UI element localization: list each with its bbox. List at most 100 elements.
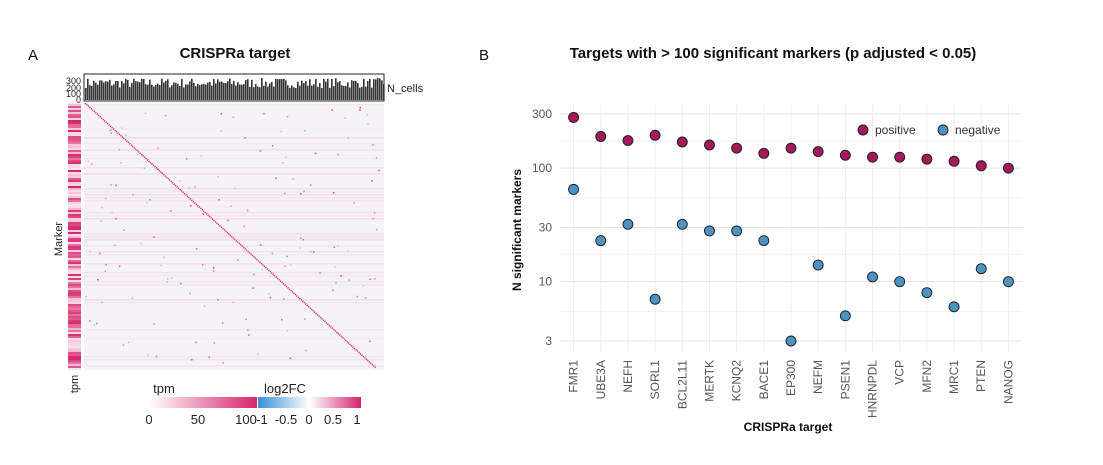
tpm-strip-cell <box>68 334 81 336</box>
n-cells-bar <box>179 86 181 100</box>
n-cells-bar <box>317 86 319 100</box>
heatmap-cell <box>132 194 134 196</box>
n-cells-bar <box>301 80 303 100</box>
heatmap-diagonal <box>84 102 377 369</box>
n-cells-bar <box>377 78 379 100</box>
heatmap-row-tint <box>84 215 384 217</box>
tpm-strip-cell <box>68 162 81 164</box>
tpm-strip-cell <box>68 176 81 178</box>
heatmap-cell <box>289 264 292 266</box>
heatmap-cell <box>347 137 350 139</box>
n-cells-bar <box>263 85 265 100</box>
point-positive <box>595 131 607 142</box>
x-tick-label: FMR1 <box>567 360 581 393</box>
heatmap-cell <box>353 202 355 204</box>
heatmap-row-tint <box>84 191 384 193</box>
n-cells-bar <box>283 78 285 100</box>
heatmap-row-tint <box>84 197 384 199</box>
heatmap-cell <box>208 356 210 358</box>
point-positive <box>948 155 960 167</box>
heatmap-cell <box>166 281 168 283</box>
heatmap-cell <box>374 278 376 280</box>
heatmap-cell <box>286 330 288 332</box>
heatmap-cell <box>201 264 204 266</box>
n-cells-bar <box>345 85 347 100</box>
heatmap-cell <box>105 263 107 266</box>
tpm-strip-cell <box>68 154 81 156</box>
tpm-tick-100: 100 <box>235 412 257 427</box>
heatmap-cell <box>259 150 262 152</box>
colorbar-legends: tpm 0 50 100 log2FC -1 -0.5 0 0.5 1 <box>145 381 361 427</box>
tpm-strip-cell <box>68 194 81 196</box>
n-cells-bar <box>147 84 149 100</box>
heatmap-cell <box>372 144 374 146</box>
heatmap-cell <box>163 256 165 259</box>
heatmap-cell <box>203 305 206 307</box>
n-cells-bar <box>351 80 353 100</box>
heatmap-cell <box>93 324 95 326</box>
tpm-strip-cell <box>68 362 81 364</box>
n-cells-bar <box>235 85 237 100</box>
n-cells-bar <box>107 81 109 100</box>
n-cells-bar <box>227 81 229 100</box>
heatmap-cell <box>300 193 302 195</box>
point-positive <box>867 151 878 163</box>
heatmap-cell <box>191 359 193 361</box>
tpm-strip-cell <box>68 366 81 368</box>
n-cells-bar <box>199 85 201 100</box>
tpm-strip-cell <box>68 110 81 112</box>
tpm-strip-cell <box>68 172 81 174</box>
tpm-strip-cell <box>68 142 81 144</box>
tpm-strip-cell <box>68 228 81 230</box>
tpm-tick-50: 50 <box>191 412 205 427</box>
tpm-strip-cell <box>68 198 81 200</box>
heatmap-cell <box>333 246 336 248</box>
heatmap-cell <box>359 109 361 111</box>
heatmap-cell <box>371 180 373 182</box>
n-cells-bar <box>95 82 97 100</box>
tpm-strip-cell <box>68 280 81 282</box>
heatmap-cell <box>212 267 215 269</box>
n-cells-bar <box>241 84 243 100</box>
n-cells-bar <box>371 87 373 100</box>
bar-tick-100: 100 <box>66 89 81 99</box>
heatmap-cell <box>110 184 112 186</box>
y-tick-label: 300 <box>532 107 552 121</box>
heatmap-cell <box>110 129 112 131</box>
heatmap-cell <box>292 178 294 180</box>
tpm-strip-cell <box>68 128 81 130</box>
heatmap-cell <box>190 204 192 207</box>
heatmap-cell <box>125 134 127 137</box>
tpm-strip-cell <box>68 132 81 134</box>
heatmap-cell <box>153 236 155 238</box>
n-cells-bar <box>123 83 125 100</box>
log2fc-colorbar <box>258 397 361 408</box>
n-cells-bar <box>337 82 339 100</box>
tpm-strip-cell <box>68 130 81 132</box>
log2fc-legend-title: log2FC <box>264 381 306 396</box>
tpm-strip-cell <box>68 322 81 324</box>
tpm-strip-cell <box>68 348 81 350</box>
n-cells-bar <box>109 79 111 100</box>
point-negative <box>622 218 634 230</box>
n-cells-bar <box>165 80 167 100</box>
tpm-strip-cell <box>68 360 81 362</box>
tpm-strip-cell <box>68 106 81 108</box>
tpm-strip-cell <box>68 266 81 268</box>
tpm-strip-cell <box>68 146 81 148</box>
point-negative <box>921 287 933 299</box>
n-cells-bar <box>113 84 115 100</box>
tpm-strip-cell <box>68 232 81 234</box>
n-cells-bar <box>287 85 289 100</box>
heatmap-row-tint <box>84 272 384 274</box>
n-cells-bar <box>187 84 189 100</box>
heatmap-cell <box>118 148 121 151</box>
n-cells-bar <box>169 87 171 100</box>
y-axis-title: N significant markers <box>510 169 524 291</box>
heatmap-cell <box>284 265 286 267</box>
heatmap-row-tint <box>84 128 384 130</box>
n-cells-bar <box>209 81 211 100</box>
heatmap-row-tint <box>84 365 384 367</box>
heatmap-cell <box>244 137 246 139</box>
tpm-strip-cell <box>68 268 81 270</box>
